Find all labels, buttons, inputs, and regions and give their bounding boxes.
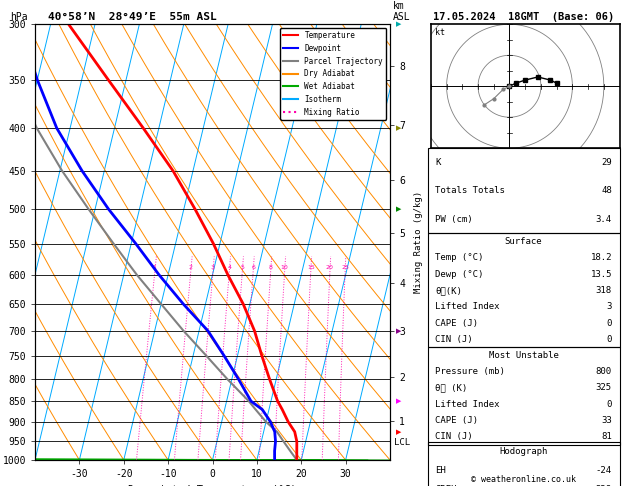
Text: 0: 0 (606, 399, 612, 409)
Text: 48: 48 (601, 186, 612, 195)
Text: 15: 15 (307, 265, 314, 270)
Text: © weatheronline.co.uk: © weatheronline.co.uk (471, 474, 576, 484)
Text: CAPE (J): CAPE (J) (435, 318, 479, 328)
Text: 25: 25 (341, 265, 349, 270)
Text: 17.05.2024  18GMT  (Base: 06): 17.05.2024 18GMT (Base: 06) (433, 12, 615, 21)
Text: ▶: ▶ (396, 206, 402, 212)
Text: 5: 5 (240, 265, 244, 270)
Text: Hodograph: Hodograph (499, 447, 548, 456)
Text: SREH: SREH (435, 485, 457, 486)
Text: 3.4: 3.4 (596, 215, 612, 224)
Text: Pressure (mb): Pressure (mb) (435, 367, 505, 376)
Text: 3: 3 (606, 302, 612, 311)
Text: ▶: ▶ (396, 21, 402, 27)
Text: 0: 0 (606, 318, 612, 328)
Text: Mixing Ratio (g/kg): Mixing Ratio (g/kg) (414, 191, 423, 293)
Text: 40°58’N  28°49’E  55m ASL: 40°58’N 28°49’E 55m ASL (48, 12, 216, 21)
Text: Dewp (°C): Dewp (°C) (435, 270, 484, 278)
Text: ▶: ▶ (396, 125, 402, 131)
Text: 0: 0 (606, 335, 612, 344)
Text: EH: EH (435, 466, 446, 475)
Text: 33: 33 (601, 416, 612, 425)
Text: 13.5: 13.5 (591, 270, 612, 278)
Text: 325: 325 (596, 383, 612, 393)
Text: CIN (J): CIN (J) (435, 335, 473, 344)
Legend: Temperature, Dewpoint, Parcel Trajectory, Dry Adiabat, Wet Adiabat, Isotherm, Mi: Temperature, Dewpoint, Parcel Trajectory… (280, 28, 386, 120)
Text: 6: 6 (251, 265, 255, 270)
Text: 10: 10 (281, 265, 289, 270)
Text: 81: 81 (601, 432, 612, 441)
Text: hPa: hPa (10, 12, 28, 21)
Text: 800: 800 (596, 367, 612, 376)
Text: 4: 4 (227, 265, 231, 270)
Text: LCL: LCL (394, 438, 409, 447)
Text: 318: 318 (596, 286, 612, 295)
Text: km
ASL: km ASL (393, 1, 411, 21)
Text: Surface: Surface (505, 237, 542, 246)
Text: 8: 8 (269, 265, 272, 270)
Text: θᴇ(K): θᴇ(K) (435, 286, 462, 295)
Text: -24: -24 (596, 466, 612, 475)
Text: 228: 228 (596, 485, 612, 486)
Text: 18.2: 18.2 (591, 253, 612, 262)
Text: θᴇ (K): θᴇ (K) (435, 383, 467, 393)
Text: CIN (J): CIN (J) (435, 432, 473, 441)
X-axis label: Dewpoint / Temperature (°C): Dewpoint / Temperature (°C) (128, 485, 297, 486)
Text: K: K (435, 158, 441, 167)
Text: 20: 20 (326, 265, 334, 270)
Text: 1: 1 (153, 265, 157, 270)
Text: Lifted Index: Lifted Index (435, 302, 500, 311)
Text: ▶: ▶ (396, 328, 402, 334)
Text: CAPE (J): CAPE (J) (435, 416, 479, 425)
Text: kt: kt (435, 28, 445, 37)
Text: Temp (°C): Temp (°C) (435, 253, 484, 262)
Text: Totals Totals: Totals Totals (435, 186, 505, 195)
Text: PW (cm): PW (cm) (435, 215, 473, 224)
Text: Most Unstable: Most Unstable (489, 351, 559, 360)
Text: ▶: ▶ (396, 398, 402, 404)
Text: 3: 3 (211, 265, 215, 270)
Text: 2: 2 (189, 265, 192, 270)
Text: Lifted Index: Lifted Index (435, 399, 500, 409)
Text: 29: 29 (601, 158, 612, 167)
Text: ▶: ▶ (396, 429, 402, 435)
